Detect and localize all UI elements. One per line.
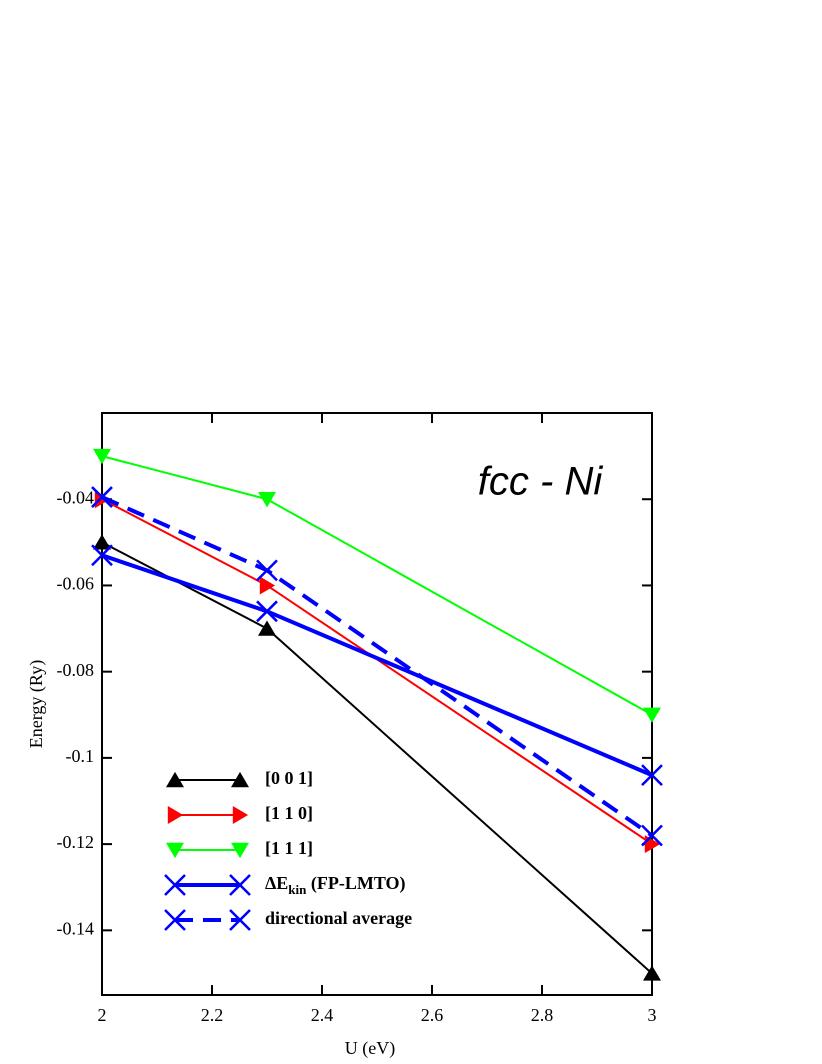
series-line xyxy=(101,498,653,845)
marker xyxy=(259,576,276,595)
legend-label: [1 1 0] xyxy=(265,803,313,823)
legend-label: ΔEkin (FP-LMTO) xyxy=(265,873,406,897)
marker xyxy=(164,909,186,931)
marker xyxy=(641,824,663,847)
marker xyxy=(91,544,113,567)
y-tick-label: -0.14 xyxy=(57,918,95,938)
marker xyxy=(229,874,251,896)
x-tick-label: 2.2 xyxy=(201,1005,224,1025)
marker xyxy=(258,620,276,636)
legend-label: [0 0 1] xyxy=(265,768,313,788)
annotation: fcc - Ni xyxy=(478,460,604,504)
marker xyxy=(164,874,186,896)
marker xyxy=(231,771,249,788)
y-tick-label: -0.06 xyxy=(57,574,95,594)
series-line xyxy=(101,495,654,838)
x-tick-label: 2.6 xyxy=(421,1005,444,1025)
y-axis-title: Energy (Ry) xyxy=(26,660,47,748)
marker xyxy=(256,600,278,623)
marker xyxy=(643,707,661,723)
series-line xyxy=(101,553,653,777)
x-tick-label: 2.8 xyxy=(531,1005,554,1025)
marker xyxy=(91,486,113,508)
marker xyxy=(167,806,184,824)
plot-frame xyxy=(101,412,653,996)
x-axis-title: U (eV) xyxy=(345,1038,395,1059)
marker xyxy=(229,909,251,931)
marker xyxy=(258,492,276,508)
marker xyxy=(93,534,111,550)
marker xyxy=(231,842,249,859)
legend-label: [1 1 1] xyxy=(265,838,313,858)
y-tick-label: -0.12 xyxy=(57,832,95,852)
marker xyxy=(641,764,663,787)
marker xyxy=(166,771,184,788)
x-tick-label: 2.4 xyxy=(311,1005,334,1025)
x-tick-label: 2 xyxy=(98,1005,107,1025)
legend-label: directional average xyxy=(265,908,412,928)
marker xyxy=(256,559,278,582)
marker xyxy=(93,448,111,465)
marker xyxy=(643,965,661,981)
y-tick-label: -0.08 xyxy=(57,660,95,680)
marker xyxy=(166,842,184,859)
y-tick-label: -0.1 xyxy=(66,746,95,766)
marker xyxy=(232,806,249,824)
y-tick-label: -0.04 xyxy=(57,487,95,507)
x-tick-label: 3 xyxy=(648,1005,657,1025)
